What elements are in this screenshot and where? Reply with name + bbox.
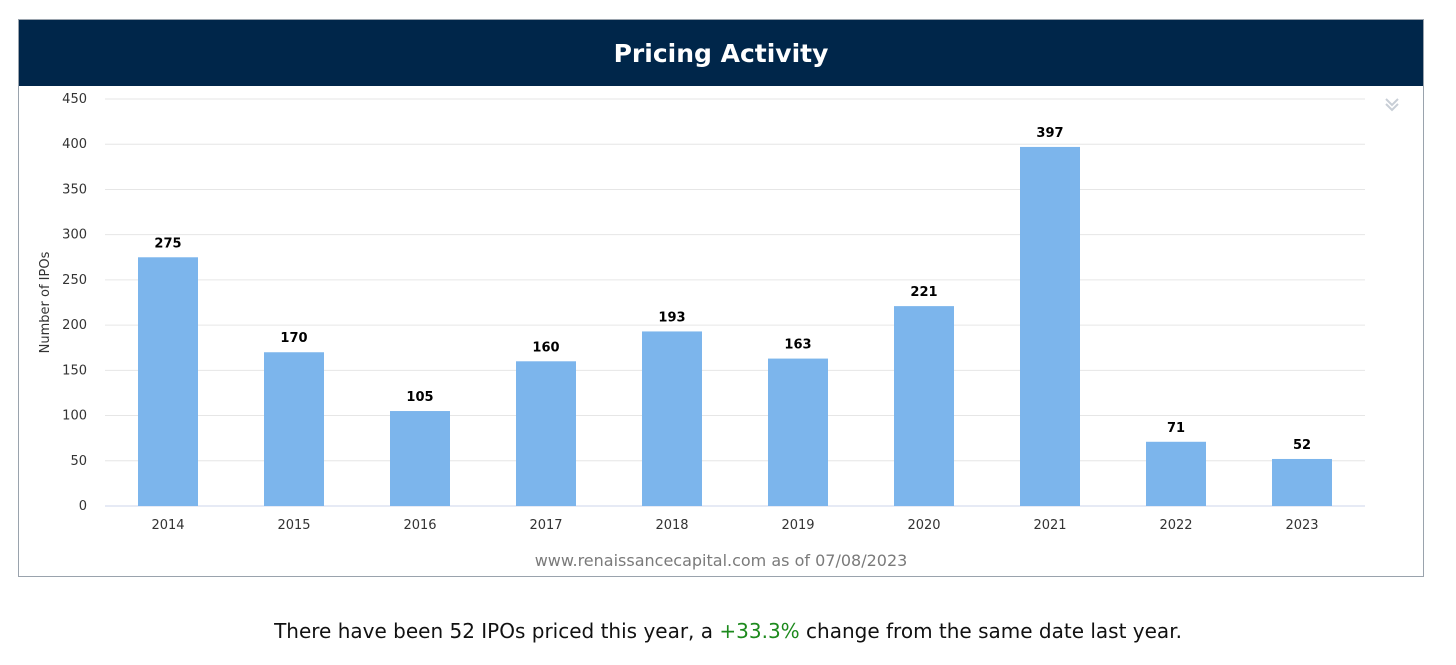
x-tick-label: 2016	[403, 518, 436, 533]
data-label: 397	[1036, 126, 1063, 141]
y-tick-label: 400	[62, 137, 87, 152]
chart-title: Pricing Activity	[19, 20, 1423, 86]
x-tick-label: 2023	[1285, 518, 1318, 533]
bar-chart: 0 50 100 150 200 250 300 350 400 450 Number of IPO…	[38, 92, 1365, 533]
chevron-double-down-icon[interactable]	[1381, 93, 1403, 115]
y-tick-label: 150	[62, 363, 87, 378]
data-label: 71	[1167, 421, 1185, 436]
data-label: 193	[658, 310, 685, 325]
summary-change: +33.3%	[719, 619, 800, 643]
x-tick-label: 2019	[781, 518, 814, 533]
bar	[1272, 458, 1332, 506]
y-tick-label: 300	[62, 228, 87, 243]
y-tick-label: 0	[79, 499, 87, 514]
summary-text: There have been 52 IPOs priced this year…	[0, 619, 1456, 643]
summary-suffix: change from the same date last year.	[799, 619, 1182, 643]
y-tick-label: 200	[62, 318, 87, 333]
x-tick-label: 2017	[529, 518, 562, 533]
bar	[516, 361, 576, 506]
bar	[642, 331, 702, 506]
x-tick-label: 2020	[907, 518, 940, 533]
y-tick-label: 450	[62, 92, 87, 107]
bar	[138, 257, 198, 506]
y-tick-label: 350	[62, 182, 87, 197]
x-tick-label: 2018	[655, 518, 688, 533]
bar	[390, 411, 450, 506]
y-axis-label: Number of IPOs	[38, 251, 53, 353]
y-tick-label: 250	[62, 273, 87, 288]
data-label: 163	[784, 338, 811, 353]
bar	[1146, 441, 1206, 506]
x-tick-label: 2022	[1159, 518, 1192, 533]
bar	[1020, 146, 1080, 506]
summary-prefix: There have been 52 IPOs priced this year…	[274, 619, 720, 643]
x-tick-label: 2014	[151, 518, 184, 533]
chart-source: www.renaissancecapital.com as of 07/08/2…	[534, 551, 908, 570]
data-label: 160	[532, 340, 559, 355]
x-tick-label: 2021	[1033, 518, 1066, 533]
y-tick-label: 50	[70, 454, 87, 469]
data-label: 105	[406, 390, 433, 405]
bar	[264, 352, 324, 506]
bar	[894, 306, 954, 506]
bar	[768, 358, 828, 506]
chart-container: Pricing Activity 0 50 100 150 200 250 300 350 40…	[18, 19, 1424, 577]
x-tick-label: 2015	[277, 518, 310, 533]
data-label: 275	[154, 236, 181, 251]
data-label: 52	[1293, 438, 1311, 453]
data-label: 170	[280, 331, 307, 346]
y-tick-label: 100	[62, 409, 87, 424]
data-label: 221	[910, 285, 937, 300]
